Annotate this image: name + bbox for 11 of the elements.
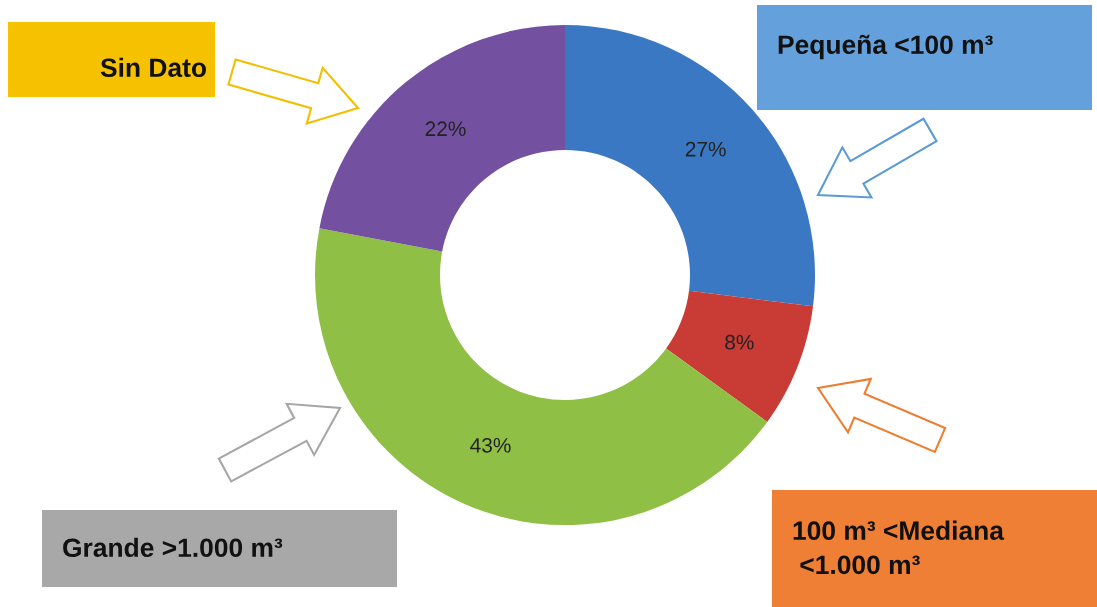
slice-label: Sin Dato (100, 57, 206, 78)
data-label: 43% (470, 437, 511, 453)
data-label: 27% (685, 141, 726, 157)
slice-label: Pequeña <100 m³ (778, 34, 993, 60)
data-label: 22% (425, 121, 466, 137)
donut-slice (319, 25, 565, 252)
slice-label: 100 m³ <Mediana <1.000 m³ (793, 520, 1005, 575)
data-label: 8% (725, 334, 754, 350)
donut-slice (666, 290, 814, 422)
slice-label: Grande >1.000 m³ (63, 537, 283, 558)
donut-slice (315, 228, 768, 525)
